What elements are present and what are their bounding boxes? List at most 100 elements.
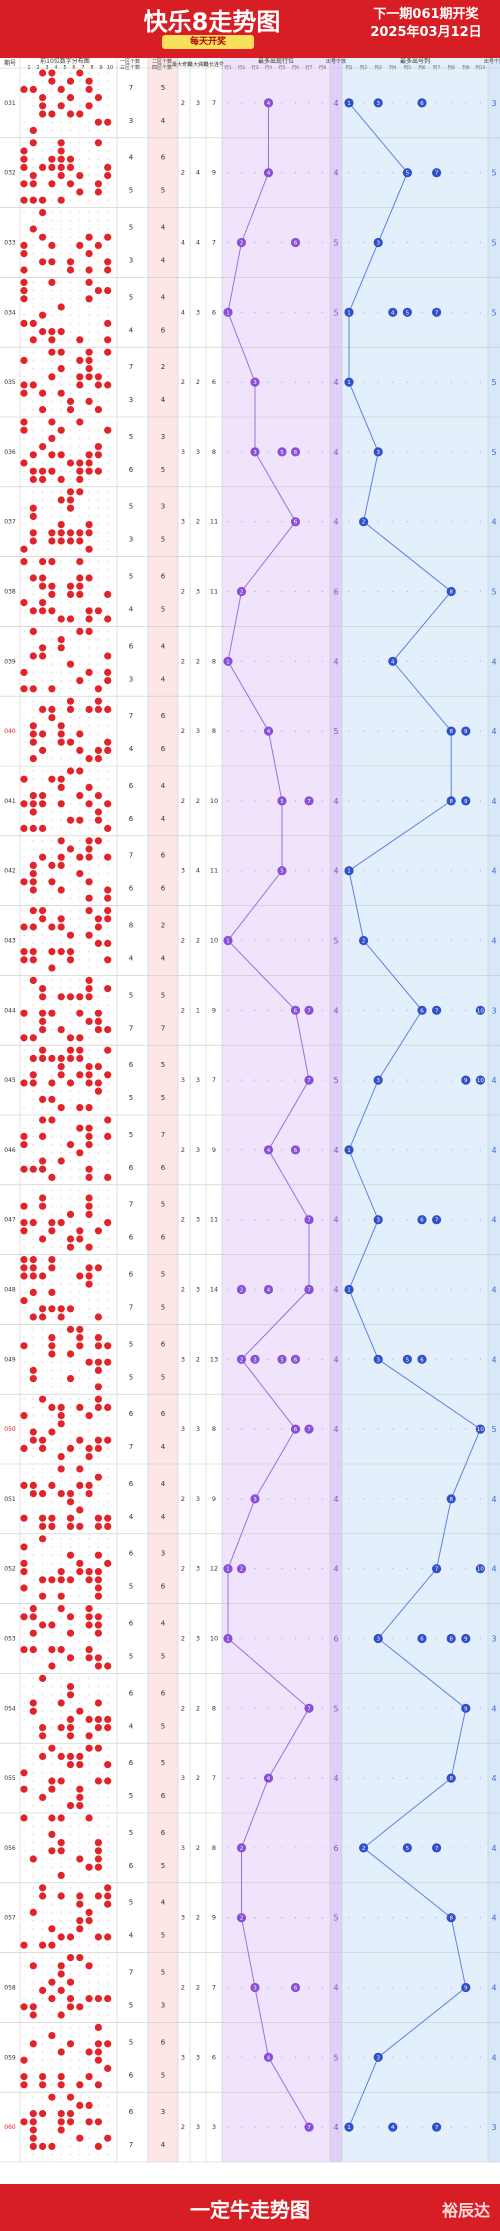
row-grid-dot [281, 1009, 283, 1011]
grid-dot [32, 1135, 35, 1138]
number-ball [29, 2118, 37, 2126]
number-ball [66, 1046, 75, 1054]
number-ball [29, 755, 37, 763]
grid-dot [69, 1004, 72, 1006]
grid-dot [23, 113, 25, 115]
grid-dot [51, 1546, 53, 1548]
col-grid-dot [479, 660, 482, 662]
zone-header: 四区个数 [152, 64, 172, 71]
grid-dot [41, 1221, 44, 1224]
row-extra-ball [250, 1354, 260, 1364]
grid-dot [60, 1772, 62, 1774]
grid-dot [60, 1825, 62, 1827]
max-consecutive-value: 3 [212, 2123, 216, 2131]
grid-dot [88, 429, 90, 432]
row-grid-dot [294, 1917, 297, 1919]
number-ball [104, 1514, 112, 1522]
zone1-count: 6 [129, 642, 134, 650]
col-trend-ball [344, 1284, 354, 1295]
zone1-count: 7 [129, 1201, 133, 1209]
grid-dot [60, 655, 62, 657]
number-ball [76, 1559, 84, 1567]
grid-dot [32, 1562, 35, 1565]
grid-dot [32, 1336, 35, 1339]
grid-dot [32, 2153, 35, 2156]
grid-dot [106, 113, 109, 115]
grid-dot [60, 1230, 62, 1232]
grid-dot [69, 244, 72, 247]
grid-dot [60, 1447, 62, 1450]
grid-dot [106, 1431, 109, 1433]
grid-dot [79, 827, 81, 830]
zone3-count: 6 [129, 1862, 134, 1870]
zone2-count: 6 [161, 1829, 166, 1837]
grid-dot [88, 864, 90, 867]
row-grid-dot [267, 660, 270, 662]
number-ball [29, 2011, 37, 2019]
grid-dot [32, 1657, 35, 1659]
col-extra-ball [417, 1354, 427, 1364]
number-ball [48, 878, 56, 886]
col-grid-dot [421, 311, 423, 313]
grid-dot [51, 1398, 53, 1400]
grid-dot [23, 454, 25, 456]
number-ball [85, 365, 93, 373]
grid-dot [41, 1657, 44, 1659]
col-trend-ball [446, 726, 456, 736]
col-trend-label: 6 [420, 1008, 424, 1014]
grid-dot [41, 269, 44, 271]
grid-dot [32, 1509, 35, 1511]
grid-dot [97, 421, 100, 423]
col-trend-label: 2 [362, 520, 366, 526]
grid-dot [23, 2153, 25, 2156]
grid-dot [60, 1328, 62, 1331]
row-count-value: 4 [333, 1355, 338, 1364]
number-ball [57, 2110, 65, 2118]
issue-number: 048 [4, 1287, 16, 1294]
row-grid-dot [240, 102, 243, 104]
zone3-count: 6 [129, 1234, 134, 1242]
row-count-value: 4 [333, 1425, 338, 1434]
col-grid-dot [362, 451, 365, 453]
number-ball [48, 1095, 56, 1103]
zone3-count: 5 [129, 1094, 133, 1102]
grid-dot [79, 1554, 81, 1556]
max-odd-value: 2 [181, 1495, 185, 1503]
number-ball [76, 475, 84, 483]
grid-dot [23, 786, 25, 789]
number-ball [57, 1970, 65, 1978]
row-trend-label: 1 [226, 310, 230, 316]
grid-dot [51, 1361, 53, 1363]
grid-dot [23, 708, 25, 711]
number-ball [66, 110, 75, 118]
grid-dot [97, 1283, 100, 1285]
grid-dot [69, 220, 72, 222]
col-trend-label: 1 [347, 1288, 351, 1294]
number-ball [57, 1420, 65, 1428]
number-ball [76, 627, 84, 636]
grid-dot [60, 1090, 62, 1092]
grid-dot [106, 2034, 109, 2037]
row-grid-dot [294, 1219, 297, 1221]
grid-dot [79, 1817, 81, 1819]
grid-dot [106, 967, 109, 969]
row-grid-dot [294, 590, 297, 593]
number-ball [57, 722, 65, 730]
grid-dot [23, 1238, 25, 1240]
grid-dot [79, 1291, 81, 1294]
zone3-count: 5 [129, 1373, 133, 1381]
zone3-count: 5 [129, 187, 133, 195]
max-odd-value: 2 [181, 1635, 185, 1643]
number-ball [94, 1436, 102, 1444]
grid-dot [51, 996, 53, 998]
zone4-count: 5 [161, 1094, 165, 1102]
grid-dot [60, 700, 62, 702]
row-grid-dot [321, 521, 324, 523]
max-consecutive-value: 8 [212, 1844, 216, 1852]
grid-dot [51, 786, 53, 789]
grid-dot [23, 1492, 25, 1495]
grid-dot [23, 220, 25, 222]
grid-dot [32, 1423, 35, 1425]
grid-dot [23, 1308, 25, 1310]
row-trend-ball [304, 1215, 314, 1225]
